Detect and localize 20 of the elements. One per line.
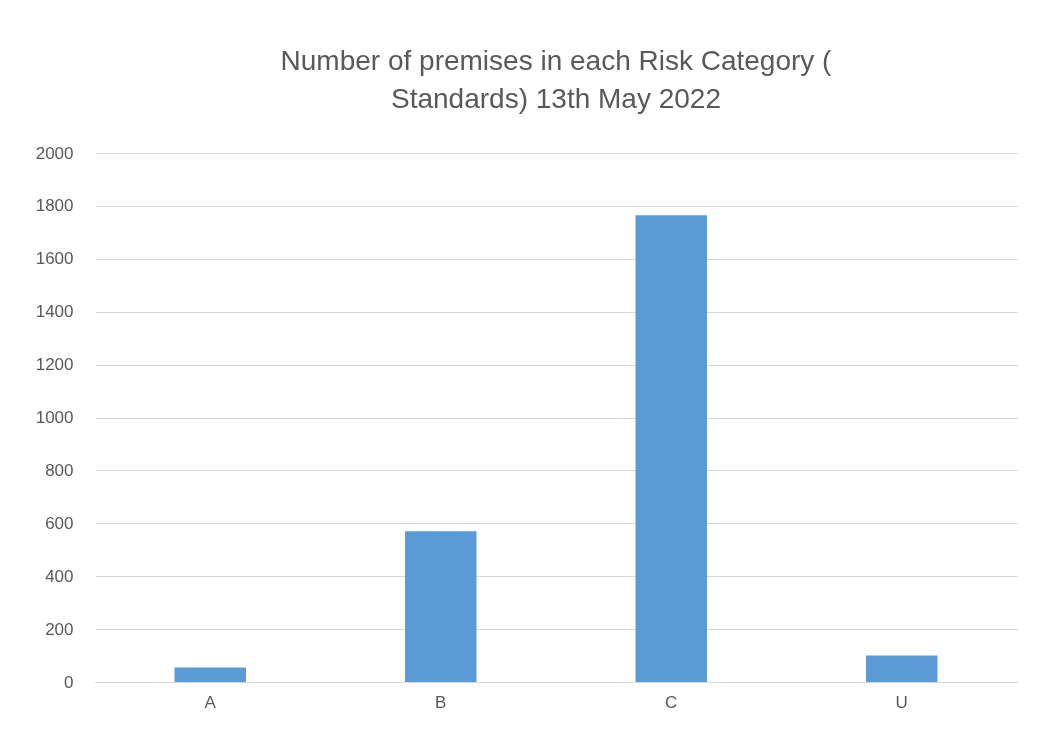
bar bbox=[635, 215, 707, 682]
y-tick-label: 1400 bbox=[35, 302, 74, 322]
y-tick-label: 800 bbox=[45, 460, 74, 480]
y-tick-label: 200 bbox=[45, 619, 74, 639]
y-tick-label: 2000 bbox=[35, 143, 74, 163]
x-tick-label: C bbox=[665, 692, 678, 712]
x-tick-label: A bbox=[204, 692, 217, 712]
chart-title: Number of premises in each Risk Category ( Standards) 13th May 2022 bbox=[280, 45, 833, 114]
bar bbox=[405, 531, 477, 682]
y-tick-label: 1000 bbox=[35, 408, 74, 427]
x-tick-label: U bbox=[895, 692, 908, 712]
x-tick-label: B bbox=[435, 692, 447, 712]
y-tick-label: 600 bbox=[45, 513, 74, 533]
y-tick-label: 1600 bbox=[35, 249, 74, 269]
y-tick-label: 1800 bbox=[35, 196, 74, 216]
y-tick-label: 400 bbox=[45, 566, 74, 586]
y-tick-label: 1200 bbox=[35, 355, 74, 375]
y-tick-label: 0 bbox=[64, 672, 74, 692]
bar bbox=[174, 667, 246, 682]
bar bbox=[866, 655, 938, 682]
